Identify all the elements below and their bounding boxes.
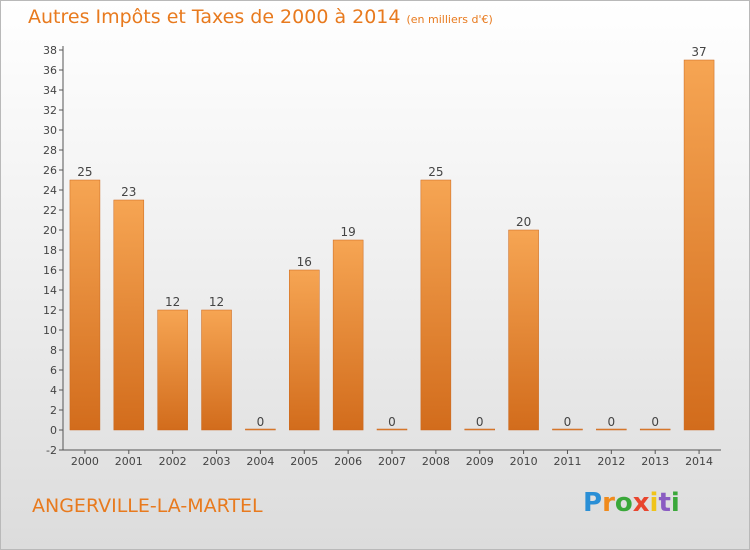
x-tick-label: 2011 — [553, 455, 581, 468]
y-tick-label: 24 — [43, 184, 57, 197]
logo-letter: P — [583, 488, 603, 518]
chart-data-labels: 25 23 12 12 0 16 19 0 25 0 20 0 0 0 37 — [77, 45, 706, 429]
bar — [508, 229, 539, 431]
x-tick-label: 2013 — [641, 455, 669, 468]
data-label: 25 — [77, 165, 92, 179]
data-label: 25 — [428, 165, 443, 179]
y-tick-label: 12 — [43, 304, 57, 317]
y-tick-label: 0 — [50, 424, 57, 437]
chart-bars — [69, 59, 715, 431]
bar — [69, 179, 101, 431]
x-tick-label: 2003 — [203, 455, 231, 468]
y-tick-label: 10 — [43, 324, 57, 337]
data-label: 0 — [651, 415, 659, 429]
y-tick-label: 36 — [43, 64, 57, 77]
y-tick-label: 2 — [50, 404, 57, 417]
x-tick-label: 2004 — [246, 455, 274, 468]
bar — [245, 428, 276, 431]
bar — [596, 428, 627, 431]
bar — [376, 428, 408, 431]
x-tick-label: 2014 — [685, 455, 713, 468]
chart-subtitle: (en milliers d'€) — [406, 13, 493, 26]
y-tick-label: 22 — [43, 204, 57, 217]
y-tick-label: 30 — [43, 124, 57, 137]
y-tick-label: 20 — [43, 224, 57, 237]
y-tick-label: 8 — [50, 344, 57, 357]
logo-letter: i — [649, 488, 659, 518]
chart-title: Autres Impôts et Taxes de 2000 à 2014 (en… — [28, 6, 493, 28]
chart-axes: -202468101214161820222426283032343638200… — [43, 44, 721, 468]
y-tick-label: 14 — [43, 284, 57, 297]
y-tick-label: 16 — [43, 264, 57, 277]
y-tick-label: 6 — [50, 364, 57, 377]
data-label: 0 — [257, 415, 265, 429]
commune-name: ANGERVILLE-LA-MARTEL — [32, 495, 263, 517]
y-tick-label: 32 — [43, 104, 57, 117]
bar — [464, 428, 495, 431]
data-label: 0 — [608, 415, 616, 429]
data-label: 12 — [209, 295, 224, 309]
x-tick-label: 2005 — [290, 455, 318, 468]
bar — [201, 309, 232, 431]
bar — [289, 269, 320, 431]
x-tick-label: 2006 — [334, 455, 362, 468]
y-tick-label: 34 — [43, 84, 57, 97]
x-tick-label: 2001 — [115, 455, 143, 468]
x-tick-label: 2010 — [510, 455, 538, 468]
data-label: 23 — [121, 185, 136, 199]
x-tick-label: 2002 — [159, 455, 187, 468]
bar — [157, 309, 188, 431]
bar — [683, 59, 715, 431]
y-tick-label: 4 — [50, 384, 57, 397]
bar — [113, 199, 145, 431]
y-tick-label: 26 — [43, 164, 57, 177]
data-label: 20 — [516, 215, 531, 229]
x-tick-label: 2009 — [466, 455, 494, 468]
logo-letter: r — [602, 488, 615, 518]
y-tick-label: 28 — [43, 144, 57, 157]
y-tick-label: -2 — [46, 444, 57, 457]
data-label: 0 — [564, 415, 572, 429]
logo-letter: o — [614, 488, 633, 518]
x-tick-label: 2007 — [378, 455, 406, 468]
logo-letter: i — [670, 488, 680, 518]
data-label: 19 — [340, 225, 355, 239]
data-label: 0 — [476, 415, 484, 429]
x-tick-label: 2008 — [422, 455, 450, 468]
bar — [639, 428, 671, 431]
x-tick-label: 2012 — [597, 455, 625, 468]
data-label: 16 — [297, 255, 312, 269]
x-tick-label: 2000 — [71, 455, 99, 468]
y-tick-label: 38 — [43, 44, 57, 57]
logo-letter: x — [632, 488, 650, 518]
y-tick-label: 18 — [43, 244, 57, 257]
proxiti-logo: Proxiti — [583, 488, 680, 518]
data-label: 12 — [165, 295, 180, 309]
bar — [552, 428, 583, 431]
data-label: 0 — [388, 415, 396, 429]
chart-title-text: Autres Impôts et Taxes de 2000 à 2014 — [28, 6, 401, 28]
data-label: 37 — [691, 45, 706, 59]
bar — [332, 239, 364, 431]
logo-letter: t — [658, 488, 671, 518]
bar — [420, 179, 452, 431]
